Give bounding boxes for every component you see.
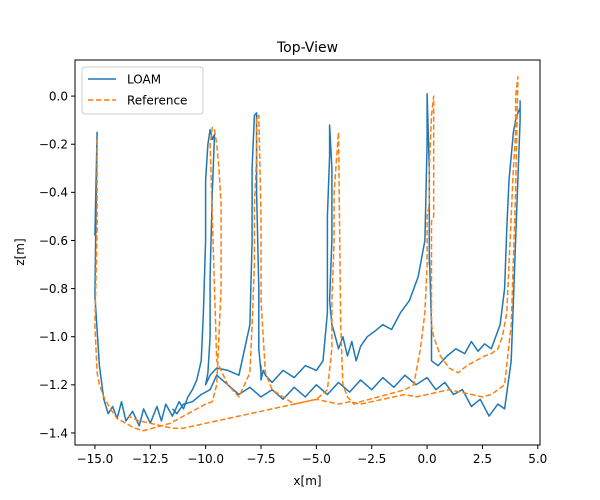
x-tick-label: −12.5 bbox=[132, 452, 169, 466]
chart-title: Top-View bbox=[276, 40, 338, 56]
series-line-0 bbox=[94, 92, 521, 427]
y-axis-label: z[m] bbox=[13, 238, 27, 265]
x-tick-label: −2.5 bbox=[357, 452, 386, 466]
y-tick-label: −0.4 bbox=[39, 186, 68, 200]
legend-label-loam: LOAM bbox=[127, 73, 161, 87]
y-tick-label: −0.2 bbox=[39, 138, 68, 152]
y-tick-label: −1.4 bbox=[39, 426, 68, 440]
legend: LOAM Reference bbox=[81, 66, 204, 115]
x-tick-label: 5.0 bbox=[528, 452, 547, 466]
legend-label-reference: Reference bbox=[127, 94, 187, 108]
x-tick-label: 2.5 bbox=[473, 452, 492, 466]
y-tick-label: −1.2 bbox=[39, 378, 68, 392]
x-tick-label: −15.0 bbox=[77, 452, 114, 466]
series-layer bbox=[94, 76, 521, 432]
y-tick-label: −1.0 bbox=[39, 330, 68, 344]
plot-area bbox=[75, 60, 540, 445]
x-tick-label: 0.0 bbox=[418, 452, 437, 466]
y-axis: 0.0 −0.2 −0.4 −0.6 −0.8 −1.0 −1.2 −1.4 bbox=[39, 89, 75, 440]
x-tick-label: −5.0 bbox=[302, 452, 331, 466]
y-tick-label: −0.6 bbox=[39, 234, 68, 248]
x-tick-label: −10.0 bbox=[187, 452, 224, 466]
y-tick-label: 0.0 bbox=[49, 89, 68, 103]
plot-frame bbox=[74, 59, 541, 446]
x-axis: −15.0 −12.5 −10.0 −7.5 −5.0 −2.5 0.0 2.5 5.0 bbox=[77, 445, 547, 466]
x-axis-label: x[m] bbox=[293, 474, 321, 488]
x-tick-label: −7.5 bbox=[246, 452, 275, 466]
series-line-1 bbox=[94, 76, 519, 432]
y-tick-label: −0.8 bbox=[39, 282, 68, 296]
